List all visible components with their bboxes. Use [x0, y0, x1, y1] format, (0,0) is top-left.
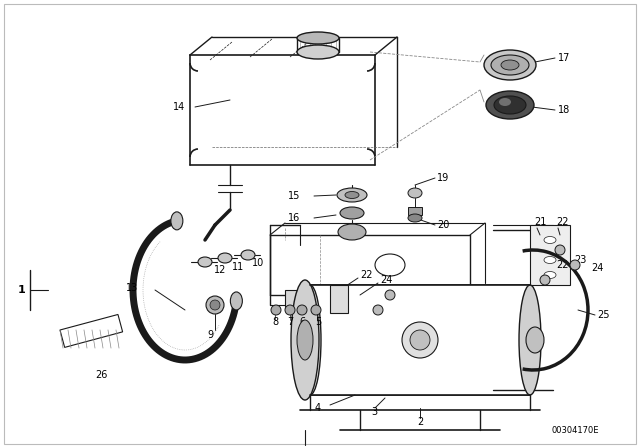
- Bar: [310, 285, 530, 395]
- Ellipse shape: [338, 224, 366, 240]
- Ellipse shape: [491, 55, 529, 75]
- Ellipse shape: [526, 327, 544, 353]
- Text: 00304170E: 00304170E: [551, 426, 599, 435]
- Ellipse shape: [408, 188, 422, 198]
- Text: 3: 3: [371, 407, 377, 417]
- Ellipse shape: [299, 285, 321, 395]
- Text: 24: 24: [591, 263, 604, 273]
- Text: 20: 20: [437, 220, 449, 230]
- Ellipse shape: [230, 292, 243, 310]
- Circle shape: [373, 305, 383, 315]
- Ellipse shape: [544, 237, 556, 244]
- Circle shape: [540, 275, 550, 285]
- Ellipse shape: [337, 188, 367, 202]
- Text: 15: 15: [287, 191, 300, 201]
- Text: 24: 24: [380, 275, 392, 285]
- Ellipse shape: [499, 98, 511, 106]
- Text: 22: 22: [556, 260, 568, 270]
- Bar: [330, 285, 348, 313]
- Ellipse shape: [544, 271, 556, 279]
- Text: 25: 25: [597, 310, 609, 320]
- Ellipse shape: [345, 191, 359, 198]
- Text: 22: 22: [556, 217, 568, 227]
- Text: 11: 11: [232, 262, 244, 272]
- Text: 8: 8: [272, 317, 278, 327]
- Text: 9: 9: [207, 330, 213, 340]
- Ellipse shape: [171, 212, 183, 230]
- Ellipse shape: [241, 250, 255, 260]
- Text: 16: 16: [288, 213, 300, 223]
- Circle shape: [385, 290, 395, 300]
- Circle shape: [402, 322, 438, 358]
- Bar: [60, 314, 123, 347]
- Text: 23: 23: [574, 255, 586, 265]
- Text: 7: 7: [287, 317, 293, 327]
- Ellipse shape: [297, 45, 339, 59]
- Text: 21: 21: [534, 217, 547, 227]
- Circle shape: [285, 305, 295, 315]
- Ellipse shape: [494, 96, 526, 114]
- Bar: [285, 290, 307, 310]
- Circle shape: [555, 245, 565, 255]
- Text: 26: 26: [95, 370, 108, 380]
- Circle shape: [410, 330, 430, 350]
- Text: 19: 19: [437, 173, 449, 183]
- Circle shape: [210, 300, 220, 310]
- Ellipse shape: [297, 32, 339, 44]
- Circle shape: [271, 305, 281, 315]
- Ellipse shape: [484, 50, 536, 80]
- Bar: [408, 207, 422, 215]
- Ellipse shape: [544, 257, 556, 263]
- Text: 5: 5: [315, 317, 321, 327]
- Ellipse shape: [519, 285, 541, 395]
- Ellipse shape: [375, 254, 405, 276]
- Ellipse shape: [340, 207, 364, 219]
- Ellipse shape: [198, 257, 212, 267]
- Text: 22: 22: [360, 270, 372, 280]
- Text: 2: 2: [417, 417, 423, 427]
- Circle shape: [206, 296, 224, 314]
- Text: 12: 12: [214, 265, 226, 275]
- Bar: [530, 225, 570, 285]
- Ellipse shape: [291, 280, 319, 400]
- Text: 10: 10: [252, 258, 264, 268]
- Ellipse shape: [408, 214, 422, 222]
- Ellipse shape: [297, 320, 313, 360]
- Circle shape: [311, 305, 321, 315]
- Ellipse shape: [218, 253, 232, 263]
- Text: 17: 17: [558, 53, 570, 63]
- Ellipse shape: [486, 91, 534, 119]
- Text: 6: 6: [299, 317, 305, 327]
- Text: 18: 18: [558, 105, 570, 115]
- Text: 4: 4: [315, 403, 321, 413]
- Ellipse shape: [501, 60, 519, 70]
- Text: 14: 14: [173, 102, 185, 112]
- Circle shape: [297, 305, 307, 315]
- Text: 1: 1: [18, 285, 26, 295]
- Circle shape: [570, 260, 580, 270]
- Text: 13: 13: [125, 283, 138, 293]
